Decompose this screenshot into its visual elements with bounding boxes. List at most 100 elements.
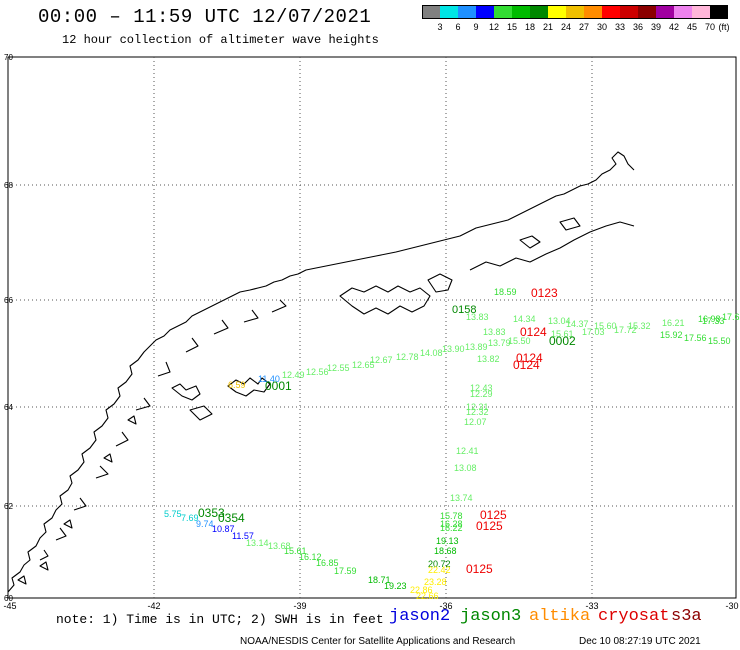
colorbar-swatch	[476, 5, 494, 19]
wave-height-label: 13.79	[488, 338, 511, 348]
wave-height-label: 17.72	[614, 325, 637, 335]
wave-height-label: 12.29	[470, 389, 493, 399]
wave-height-label: 12.32	[466, 407, 489, 417]
wave-height-label: 13.74	[450, 493, 473, 503]
colorbar-unit-label: (ft)	[718, 22, 730, 32]
lon-label-m42: -42	[147, 601, 160, 611]
footer-note: note: 1) Time is in UTC; 2) SWH is in fe…	[56, 612, 384, 627]
wave-height-label: 22.42	[428, 565, 451, 575]
wave-height-label: 13.89	[465, 342, 488, 352]
wave-height-label: 15.50	[508, 336, 531, 346]
wave-height-label: 6.59	[228, 380, 246, 390]
wave-height-label: 17.03	[582, 327, 605, 337]
wave-height-label: 0123	[531, 286, 558, 300]
legend-altika: altika	[529, 607, 591, 626]
wave-height-label: 14.37	[566, 319, 589, 329]
wave-height-label: 12.65	[352, 360, 375, 370]
wave-height-label: 12.55	[327, 363, 350, 373]
wave-height-label: 13.68	[268, 541, 291, 551]
wave-height-label: 12.43	[470, 383, 493, 393]
colorbar-tick-label: 39	[650, 22, 661, 32]
wave-height-label: 13.83	[466, 312, 489, 322]
wave-height-label: 15.32	[628, 321, 651, 331]
wave-height-label: 12.49	[282, 370, 305, 380]
legend-jason2: jason2	[389, 607, 451, 626]
wave-height-label: 13.08	[454, 463, 477, 473]
wave-height-label: 16.98	[698, 314, 721, 324]
wave-height-label: 15.60	[594, 321, 617, 331]
wave-height-label: 17.56	[684, 333, 707, 343]
graticule	[8, 57, 736, 598]
colorbar-tick-label: 15	[506, 22, 517, 32]
wave-height-label: 18.59	[494, 287, 517, 297]
lat-label-60: 60	[4, 594, 13, 603]
wave-height-label: 0354	[218, 511, 245, 525]
colorbar-swatch	[494, 5, 512, 19]
wave-height-label: 12.41	[456, 446, 479, 456]
map-subtitle: 12 hour collection of altimeter wave hei…	[62, 33, 379, 47]
wave-height-label: 13.90	[442, 344, 465, 354]
colorbar-swatch	[584, 5, 602, 19]
greenland-coastline	[7, 151, 635, 593]
wave-height-label: 18.68	[434, 546, 457, 556]
colorbar-tick-label: 9	[473, 22, 479, 32]
wave-height-label: 7.69	[181, 513, 199, 523]
colorbar-tick-label: 42	[668, 22, 679, 32]
wave-height-label: 12.78	[396, 352, 419, 362]
wave-height-label: 15.61	[284, 546, 307, 556]
legend-jason3: jason3	[460, 607, 522, 626]
wave-height-label: 0125	[466, 562, 493, 576]
generated-timestamp: Dec 10 08:27:19 UTC 2021	[579, 636, 701, 647]
lon-label-m36: -36	[439, 601, 452, 611]
colorbar-tick-label: 36	[632, 22, 643, 32]
colorbar-tick-label: 18	[524, 22, 535, 32]
wave-height-label: 0125	[480, 508, 507, 522]
wave-height-label: 20.72	[428, 559, 451, 569]
wave-height-label: 10.87	[212, 524, 235, 534]
wave-height-label: 0002	[549, 334, 576, 348]
wave-height-label: 16.22	[440, 523, 463, 533]
lon-label-m30: -30	[725, 601, 738, 611]
wave-height-label: 13.14	[246, 538, 269, 548]
wave-height-label: 16.12	[299, 552, 322, 562]
wave-height-label: 0125	[476, 519, 503, 533]
colorbar-frame	[422, 5, 727, 19]
latitude-labels: 70 68 66 64 62 60	[4, 53, 13, 603]
wave-height-label: 13.83	[483, 327, 506, 337]
colorbar-swatch	[674, 5, 692, 19]
colorbar-tick-label: 70	[704, 22, 715, 32]
lat-label-66: 66	[4, 296, 13, 305]
wave-height-label: 16.85	[316, 558, 339, 568]
wave-height-label: 16.21	[662, 318, 685, 328]
longitude-labels: -45 -42 -39 -36 -33 -30	[3, 601, 738, 611]
wave-height-label: 0001	[265, 379, 292, 393]
wave-height-label: 14.34	[513, 314, 536, 324]
wave-height-label: 17.33	[702, 316, 725, 326]
wave-height-label: 19.23	[384, 581, 407, 591]
lat-label-62: 62	[4, 502, 13, 511]
wave-height-label: 12.56	[306, 367, 329, 377]
colorbar-tick-label: 3	[437, 22, 443, 32]
wave-height-label: 17.6	[722, 312, 740, 322]
colorbar-swatch	[530, 5, 548, 19]
credit-text: NOAA/NESDIS Center for Satellite Applica…	[240, 636, 516, 647]
colorbar-tick-label: 21	[542, 22, 553, 32]
wave-height-label: 12.07	[464, 417, 487, 427]
colorbar-tick-label: 12	[488, 22, 499, 32]
lon-label-m45: -45	[3, 601, 16, 611]
colorbar-swatch	[512, 5, 530, 19]
wave-height-label: 16.28	[440, 519, 463, 529]
wave-height-label: 13.04	[548, 316, 571, 326]
wave-height-label: 0124	[516, 351, 543, 365]
lon-label-m39: -39	[293, 601, 306, 611]
wave-height-label: 12.31	[466, 402, 489, 412]
wave-height-label: 15.50	[708, 336, 731, 346]
wave-height-label: 22.66	[416, 591, 439, 601]
colorbar-swatch	[422, 5, 440, 19]
wave-height-label: 11.57	[232, 531, 254, 541]
lon-label-m33: -33	[585, 601, 598, 611]
colorbar-swatch	[566, 5, 584, 19]
colorbar-tick-label: 24	[560, 22, 571, 32]
wave-height-label: 14.08	[420, 348, 443, 358]
